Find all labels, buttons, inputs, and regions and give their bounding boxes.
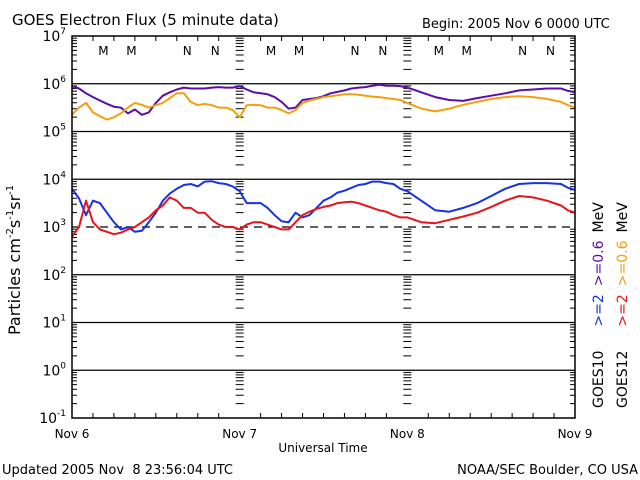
y-tick-exponent: -1 [57,409,66,419]
marker-m: M [434,44,444,58]
x-axis-title: Universal Time [278,441,367,455]
series-lines [71,83,576,238]
y-axis-title-exp1: -2 [5,228,16,238]
legend-entry: GOES10 [591,351,607,408]
series-line-goes12-0-6-mev [71,92,576,121]
y-tick-label: 105 [42,123,66,141]
y-axis-title-base: Particles cm [5,238,24,335]
legend: GOES10 >=2 >=0.6 MeV GOES12 >=2 >=0.6 MeV [591,202,631,408]
legend-entry: MeV [615,202,631,233]
marker-m: M [266,44,276,58]
y-tick-label: 104 [42,170,66,188]
plot-frame [71,35,576,419]
legend-column-1: GOES10 >=2 >=0.6 MeV [591,202,607,408]
marker-n: N [546,44,555,58]
y-tick-exponent: 1 [60,314,66,324]
marker-n: N [378,44,387,58]
legend-entry: >=2 [615,294,631,326]
y-tick-base: 10 [42,77,60,93]
marker-n: N [350,44,359,58]
marker-n: N [183,44,192,58]
x-tick-label: Nov 9 [558,427,593,441]
marker-n: N [518,44,527,58]
y-tick-label: 10-1 [39,409,66,427]
y-tick-label: 100 [42,361,66,379]
source-label: NOAA/SEC Boulder, CO USA [457,463,638,478]
y-tick-label: 106 [42,75,66,93]
grid-lines [72,83,575,371]
legend-entry: >=0.6 [591,240,607,286]
series-line-goes12-2-mev [71,195,576,238]
y-axis-title-exp2: -1 [5,210,16,220]
y-tick-label: 107 [42,27,66,45]
marker-m: M [294,44,304,58]
x-tick-label: Nov 7 [222,427,257,441]
y-axis-title-exp3: -1 [5,185,16,195]
y-tick-base: 10 [42,268,60,284]
y-tick-base: 10 [39,411,57,427]
legend-column-2: GOES12 >=2 >=0.6 MeV [615,202,631,408]
y-tick-exponent: 2 [60,266,66,276]
y-tick-label: 103 [42,218,66,236]
chart-title: GOES Electron Flux (5 minute data) [12,11,279,29]
x-tick-label: Nov 8 [390,427,425,441]
y-axis-title: Particles cm-2s-1sr-1 [5,185,24,335]
y-tick-base: 10 [42,29,60,45]
begin-label: Begin: 2005 Nov 6 0000 UTC [422,17,610,32]
legend-entry: MeV [591,202,607,233]
y-tick-base: 10 [42,172,60,188]
y-tick-exponent: 5 [60,123,66,133]
y-tick-base: 10 [42,363,60,379]
legend-entry: >=0.6 [615,240,631,286]
series-line-goes10-0-6-mev [71,83,576,116]
marker-m: M [462,44,472,58]
y-tick-exponent: 3 [60,218,66,228]
marker-m: M [126,44,136,58]
y-tick-base: 10 [42,316,60,332]
y-tick-exponent: 7 [60,27,66,37]
legend-entry: >=2 [591,294,607,326]
series-line-goes10-2-mev [71,180,576,233]
y-axis-title-sr: sr [5,194,24,209]
y-tick-base: 10 [42,220,60,236]
marker-n: N [211,44,220,58]
y-tick-base: 10 [42,125,60,141]
y-tick-exponent: 4 [60,170,66,180]
x-tick-labels: Nov 6 Nov 7 Nov 8 Nov 9 [55,427,593,441]
x-tick-label: Nov 6 [55,427,90,441]
y-tick-exponent: 6 [60,75,66,85]
y-axis-title-s: s [5,220,24,228]
y-tick-label: 101 [42,314,66,332]
y-tick-label: 102 [42,266,66,284]
legend-entry: GOES12 [615,351,631,408]
svg-text:Particles cm-2s-1sr-1: Particles cm-2s-1sr-1 [5,185,24,335]
updated-timestamp: Updated 2005 Nov 8 23:56:04 UTC [2,463,233,478]
y-tick-exponent: 0 [60,361,66,371]
marker-m: M [98,44,108,58]
